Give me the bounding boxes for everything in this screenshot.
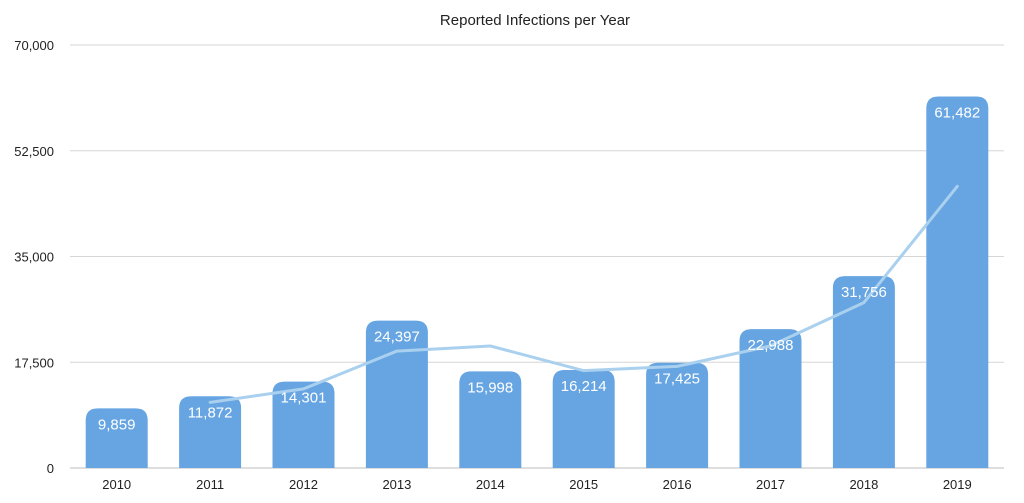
bar [832,276,895,468]
x-tick-label: 2018 [849,477,878,492]
y-tick-label: 17,500 [14,355,54,370]
data-label: 31,756 [841,284,887,301]
x-tick-label: 2019 [943,477,972,492]
x-tick-label: 2010 [102,477,131,492]
bar [459,371,522,468]
bars [85,96,989,469]
x-tick-label: 2011 [196,477,224,492]
data-label: 15,998 [467,379,513,396]
y-tick-label: 70,000 [14,38,54,53]
trendline [208,184,959,404]
bar [179,396,242,468]
x-tick-label: 2016 [663,477,692,492]
x-axis-ticks: 2010 2011 2012 2013 2014 2015 2016 2017 2018 2019 [102,477,972,492]
bar [739,329,802,468]
bar [85,408,148,468]
data-label: 9,859 [98,416,136,433]
data-label: 17,425 [654,371,700,388]
bar [272,381,335,468]
data-label: 16,214 [561,378,607,395]
data-labels: 9,859 11,872 14,301 24,397 15,998 16,214 17,42… [98,104,980,433]
x-tick-label: 2012 [289,477,318,492]
data-label: 11,872 [188,404,233,421]
y-tick-label: 0 [47,461,54,476]
x-tick-label: 2015 [569,477,598,492]
y-tick-label: 35,000 [14,250,54,265]
trendline-series [208,184,959,404]
bar [552,370,615,468]
x-tick-label: 2013 [382,477,411,492]
data-label: 24,397 [374,329,420,346]
bar [926,96,989,469]
y-tick-label: 52,500 [14,144,54,159]
chart-title: Reported Infections per Year [440,12,630,29]
data-label: 14,301 [281,390,327,407]
y-axis-ticks: 0 17,500 35,000 52,500 70,000 [14,38,54,476]
x-tick-label: 2017 [756,477,785,492]
x-tick-label: 2014 [476,477,505,492]
bar [646,362,709,468]
data-label: 61,482 [934,104,980,121]
data-label: 22,988 [748,337,794,354]
